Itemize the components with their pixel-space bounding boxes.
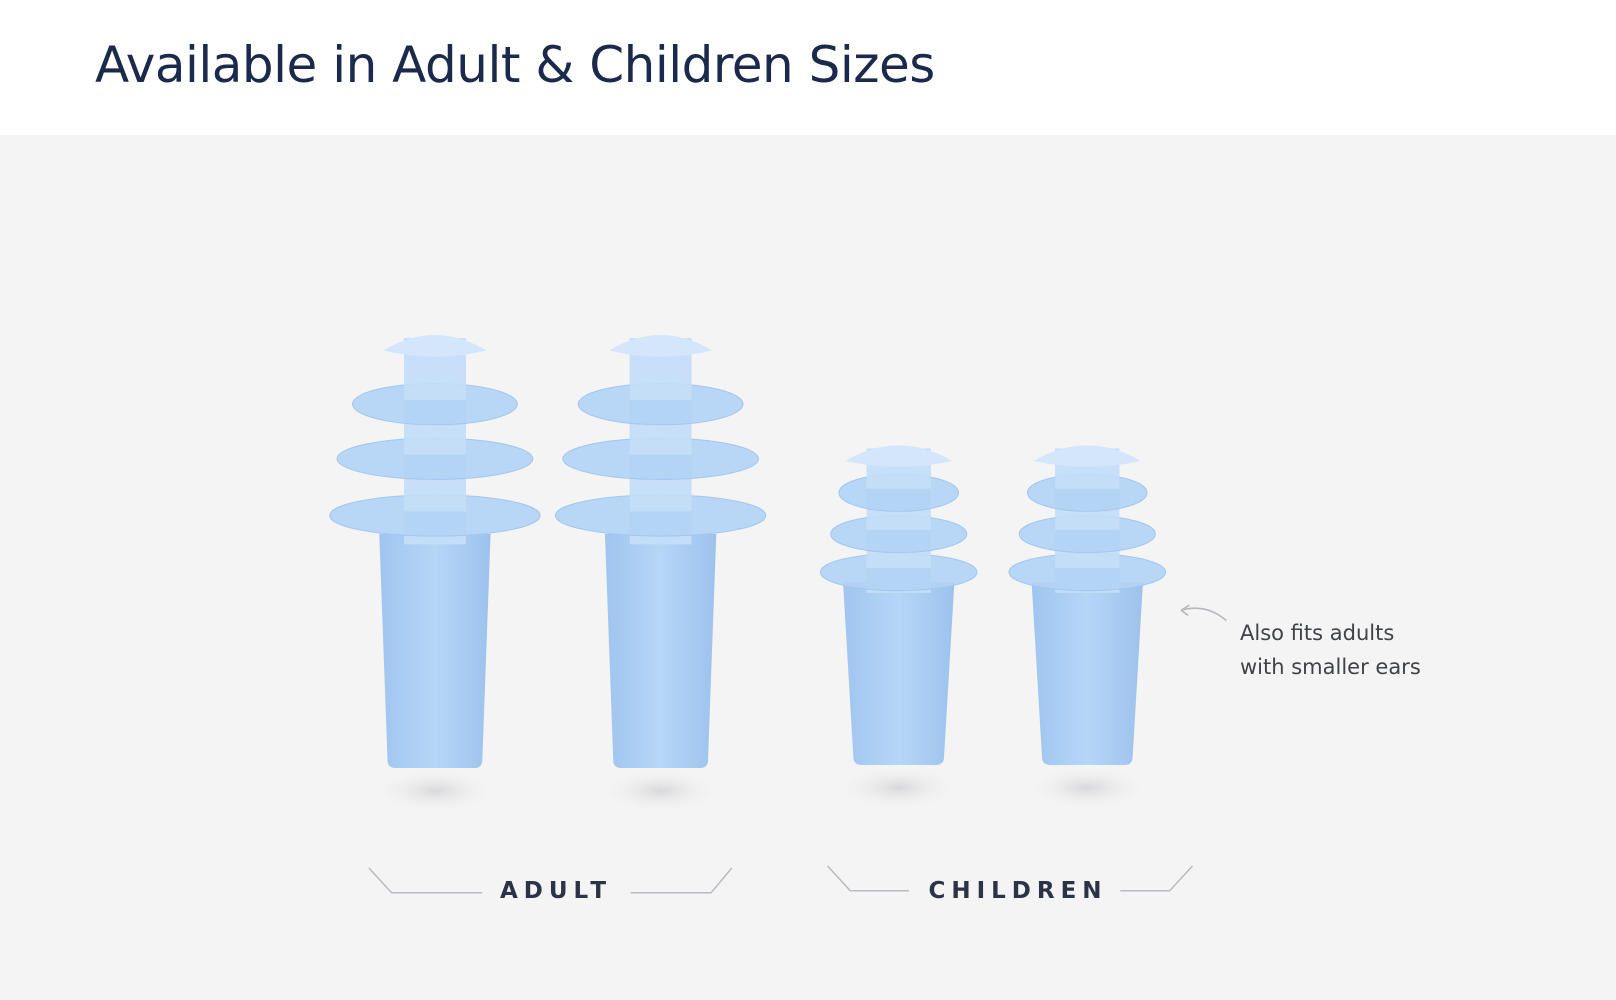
adult-bracket	[368, 867, 733, 894]
header-band: Available in Adult & Children Sizes	[0, 0, 1616, 135]
adult-earplug-left	[329, 335, 541, 814]
arrow-icon	[1180, 604, 1227, 622]
children-earplug-right	[1008, 445, 1167, 811]
children-label: CHILDREN	[928, 878, 1108, 904]
children-size-note: Also fits adults with smaller ears	[1240, 616, 1421, 684]
adult-label: ADULT	[499, 878, 613, 904]
adult-earplug-right	[554, 335, 767, 814]
children-earplug-left	[819, 445, 978, 811]
children-bracket	[827, 865, 1193, 892]
note-line-2: with smaller ears	[1240, 655, 1421, 679]
page-title: Available in Adult & Children Sizes	[95, 36, 935, 94]
note-line-1: Also fits adults	[1240, 621, 1395, 645]
